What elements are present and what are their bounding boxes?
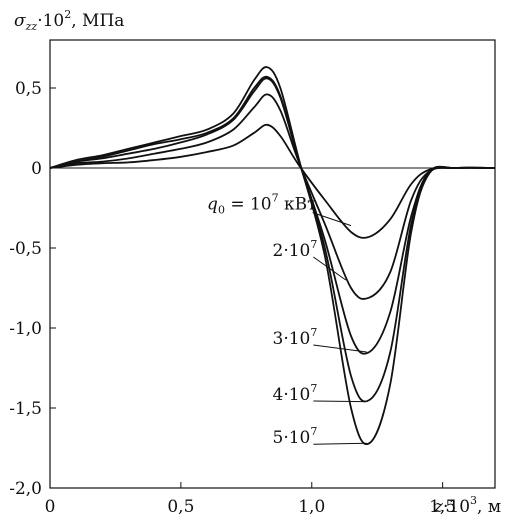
series-leader-4 <box>313 400 365 403</box>
series-label-2: 2·107 <box>273 238 318 261</box>
series-label-3: 3·107 <box>273 326 318 349</box>
series-line-3 <box>49 77 496 355</box>
y-tick-label: 0,5 <box>15 79 42 99</box>
series-line-1 <box>49 123 496 239</box>
tick-labels: 0 0,5 1,0 1,5 0,5 0 -0,5 -1,0 -1,5 -2,0 <box>9 79 456 517</box>
y-tick-label: -1,0 <box>9 319 42 339</box>
y-tick-label: 0 <box>31 159 42 179</box>
series-leader-2 <box>313 256 347 281</box>
x-tick-label: 0,5 <box>167 497 194 517</box>
series-label-1: q0 = 107 кВт <box>207 192 317 217</box>
series-layer <box>49 66 496 446</box>
series-leader-5 <box>313 442 367 445</box>
axes <box>49 39 496 489</box>
axis-labels: σzz·102, МПа z·103, м <box>14 8 501 517</box>
y-tick-label: -2,0 <box>9 479 42 499</box>
y-axis-label: σzz·102, МПа <box>14 8 124 33</box>
y-tick-label: -0,5 <box>9 239 42 259</box>
x-tick-label: 0 <box>45 497 56 517</box>
series-leader-3 <box>313 344 367 353</box>
series-line-5 <box>49 66 496 446</box>
x-tick-label: 1,0 <box>298 497 325 517</box>
series-leader-1 <box>312 212 352 227</box>
x-tick-label: 1,5 <box>429 497 456 517</box>
series-line-4 <box>49 75 496 403</box>
series-label-5: 5·107 <box>273 425 318 448</box>
plot-frame <box>49 39 496 489</box>
series-annotations: q0 = 107 кВт 2·107 3·107 4·107 5·107 <box>207 192 367 448</box>
y-tick-label: -1,5 <box>9 399 42 419</box>
series-label-4: 4·107 <box>273 382 318 405</box>
x-axis-label: z·103, м <box>433 494 501 517</box>
series-line-2 <box>49 93 496 300</box>
